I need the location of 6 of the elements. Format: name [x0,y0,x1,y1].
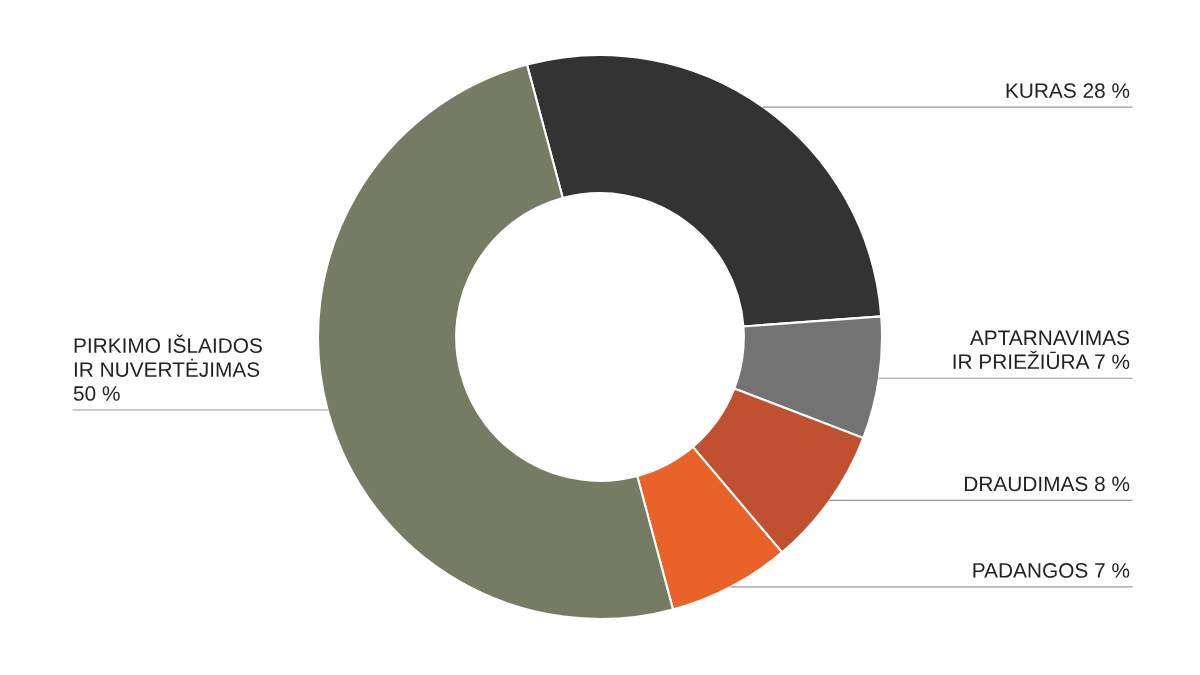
slice-label: KURAS 28 % [1006,83,1130,99]
slice-label: PADANGOS 7 % [973,563,1130,578]
slice-label: PIRKIMO IŠLAIDOS IR NUVERTĖJIMAS [74,334,262,377]
data-label: 50 % [73,386,120,401]
slice-label: DRAUDIMAS 8 % [965,476,1130,492]
slice-label: APTARNAVIMAS IR PRIEŽIŪRA 7 % [953,330,1130,370]
